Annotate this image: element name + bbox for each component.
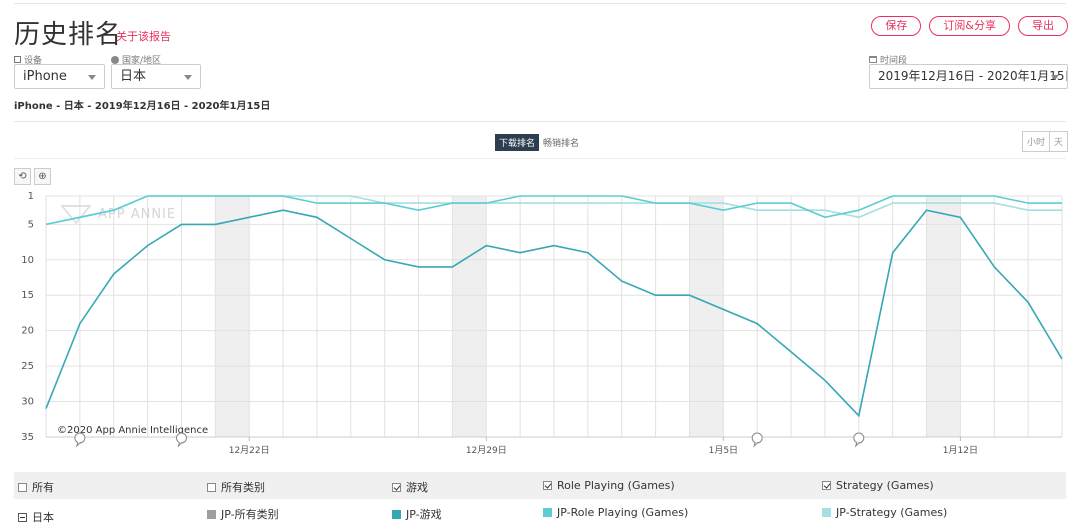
x-tick-label: 1月5日 <box>709 445 738 456</box>
legend-series-label: JP-Strategy (Games) <box>836 506 948 519</box>
calendar-icon <box>869 56 877 63</box>
device-label-text: 设备 <box>24 56 43 66</box>
y-tick-label: 30 <box>21 397 34 408</box>
legend-header-label: 所有类别 <box>221 481 265 494</box>
legend-header-row <box>14 472 1066 499</box>
event-marker-icon[interactable] <box>74 432 86 448</box>
legend-series-item[interactable]: JP-Strategy (Games) <box>822 506 947 519</box>
legend-series-label: JP-所有类别 <box>221 508 279 521</box>
legend-header-filter[interactable]: Strategy (Games) <box>822 479 934 492</box>
checkbox-icon[interactable] <box>392 482 401 492</box>
country-select-value: 日本 <box>120 69 147 84</box>
legend-header-label: 游戏 <box>406 481 428 494</box>
y-tick-label: 15 <box>21 290 34 301</box>
device-label: 设备 <box>14 53 42 66</box>
series-line <box>45 195 1062 226</box>
weekend-band <box>452 196 487 437</box>
y-tick-label: 35 <box>21 432 34 443</box>
legend-series-item[interactable]: JP-所有类别 <box>207 506 279 522</box>
y-tick-label: 20 <box>21 326 34 337</box>
hour-button[interactable]: 小时 <box>1021 131 1050 152</box>
download-rank-tab[interactable]: 下载排名 <box>495 134 540 151</box>
period-label: 时间段 <box>869 53 907 66</box>
day-button[interactable]: 天 <box>1049 131 1068 152</box>
legend-country-label: 日本 <box>32 511 54 524</box>
event-marker-icon[interactable] <box>853 432 865 448</box>
event-marker-icon[interactable] <box>751 432 763 448</box>
legend-series-item[interactable]: JP-Role Playing (Games) <box>543 506 688 519</box>
series-color-swatch <box>207 509 216 519</box>
series-color-swatch <box>822 508 831 517</box>
series-line <box>45 209 1063 418</box>
legend-header-label: Strategy (Games) <box>836 479 934 492</box>
legend-header-filter[interactable]: 游戏 <box>392 479 428 495</box>
legend-header-filter[interactable]: 所有 <box>18 479 54 495</box>
checkbox-icon[interactable] <box>207 482 216 492</box>
country-select[interactable]: 日本 <box>111 64 201 89</box>
series-color-swatch <box>392 509 401 519</box>
report-subtitle: iPhone - 日本 - 2019年12月16日 - 2020年1月15日 <box>14 101 271 112</box>
device-select[interactable]: iPhone <box>14 64 105 89</box>
about-report-link[interactable]: 关于该报告 <box>116 30 171 43</box>
action-buttons: 保存 订阅&分享 导出 <box>871 16 1068 36</box>
y-tick-label: 1 <box>28 191 34 202</box>
divider <box>14 158 1066 159</box>
granularity-toggle: 小时 天 <box>1021 131 1068 152</box>
legend-series-label: JP-游戏 <box>406 508 442 521</box>
export-button[interactable]: 导出 <box>1018 16 1068 36</box>
legend-header-label: Role Playing (Games) <box>557 479 675 492</box>
checkbox-icon[interactable] <box>543 481 552 490</box>
copyright-text: ©2020 App Annie Intelligence <box>57 425 208 436</box>
chevron-down-icon <box>184 75 192 80</box>
country-label: 国家/地区 <box>111 53 161 66</box>
collapse-icon[interactable] <box>18 512 27 522</box>
legend-series-item[interactable]: JP-游戏 <box>392 506 442 522</box>
divider <box>14 121 1066 122</box>
period-select-value: 2019年12月16日 - 2020年1月15日 <box>878 69 1068 83</box>
legend-header-filter[interactable]: 所有类别 <box>207 479 265 495</box>
reset-zoom-button[interactable]: ⟲ <box>14 168 31 185</box>
legend-header-filter[interactable]: Role Playing (Games) <box>543 479 675 492</box>
checkbox-icon[interactable] <box>18 482 27 492</box>
watermark-text: APP ANNIE <box>98 207 176 222</box>
chevron-down-icon <box>88 75 96 80</box>
zoom-in-button[interactable]: ⊕ <box>34 168 51 185</box>
checkbox-icon[interactable] <box>822 481 831 490</box>
legend-header-label: 所有 <box>32 481 54 494</box>
x-tick-label: 1月12日 <box>943 445 978 456</box>
top-divider <box>14 3 1066 4</box>
device-select-value: iPhone <box>23 69 67 84</box>
period-select[interactable]: 2019年12月16日 - 2020年1月15日 <box>869 64 1068 89</box>
weekend-band <box>689 196 724 437</box>
rank-type-toggle: 下载排名 畅销排名 <box>495 134 579 151</box>
subscribe-share-button[interactable]: 订阅&分享 <box>929 16 1010 36</box>
y-tick-label: 10 <box>21 255 34 266</box>
grossing-rank-tab[interactable]: 畅销排名 <box>543 139 580 149</box>
y-tick-label: 5 <box>28 219 34 230</box>
period-label-text: 时间段 <box>880 56 908 66</box>
globe-icon <box>111 55 119 64</box>
save-button[interactable]: 保存 <box>871 16 922 36</box>
legend-series-label: JP-Role Playing (Games) <box>557 506 689 519</box>
x-tick-label: 12月29日 <box>466 445 507 456</box>
y-tick-label: 25 <box>21 361 34 372</box>
chevron-down-icon <box>1051 75 1059 80</box>
weekend-band <box>215 196 250 437</box>
series-color-swatch <box>543 508 552 517</box>
device-icon <box>14 56 21 63</box>
legend-country-row[interactable]: 日本 <box>18 509 54 525</box>
x-tick-label: 12月22日 <box>229 445 270 456</box>
weekend-band <box>926 196 961 437</box>
event-marker-icon[interactable] <box>175 432 187 448</box>
country-label-text: 国家/地区 <box>122 56 162 66</box>
page-title: 历史排名 <box>14 20 123 50</box>
